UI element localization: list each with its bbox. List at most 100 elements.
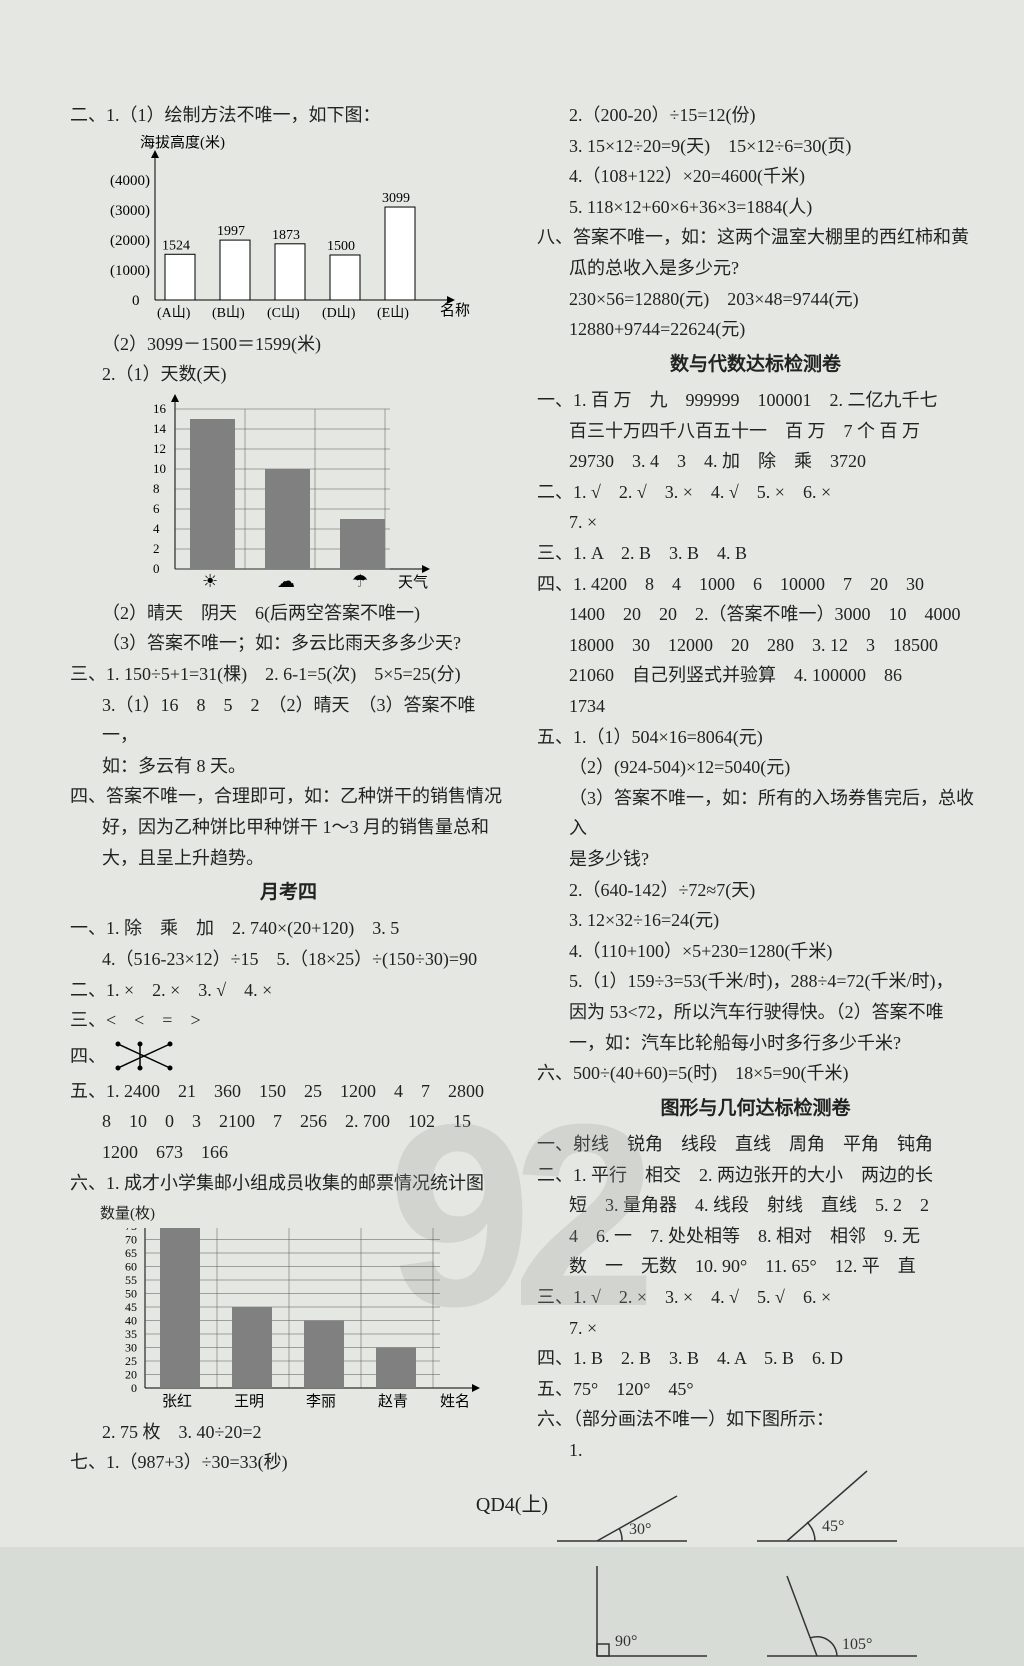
text: 3.（1）16 8 5 2 （2）晴天 （3）答案不唯一，	[70, 690, 507, 751]
svg-text:(4000): (4000)	[110, 173, 150, 189]
text: 一、1. 除 乘 加 2. 740×(20+120) 3. 5	[70, 913, 507, 944]
chart3-xlabel: 姓名	[440, 1393, 470, 1410]
text: 数 一 无数 10. 90° 11. 65° 12. 平 直	[537, 1251, 974, 1282]
svg-text:(E山): (E山)	[377, 305, 409, 321]
text: 4.（516-23×12）÷15 5.（18×25）÷(150÷30)=90	[70, 944, 507, 975]
text: 1734	[537, 691, 974, 722]
text: 五、75° 120° 45°	[537, 1374, 974, 1405]
text: 一、1. 百 万 九 999999 100001 2. 二亿九千七	[537, 385, 974, 416]
chart2-xlabel: 天气	[398, 574, 428, 591]
text: 因为 53<72，所以汽车行驶得快。（2）答案不唯	[537, 997, 974, 1028]
text: （3）答案不唯一；如：多云比雨天多多少天?	[70, 628, 507, 659]
heading-number-algebra: 数与代数达标检测卷	[537, 349, 974, 381]
text: 二、1. √ 2. √ 3. × 4. √ 5. × 6. ×	[537, 477, 974, 508]
svg-text:40: 40	[125, 1313, 137, 1327]
text: 三、1. √ 2. × 3. × 4. √ 5. √ 6. ×	[537, 1282, 974, 1313]
svg-text:0: 0	[131, 1381, 137, 1395]
text: 4.（110+100）×5+230=1280(千米)	[537, 936, 974, 967]
text: 三、1. A 2. B 3. B 4. B	[537, 538, 974, 569]
chart-stamps: 数量(枚) 2025303540455055606570750 张红王明李丽赵青…	[110, 1202, 507, 1413]
svg-text:李丽: 李丽	[306, 1393, 336, 1410]
svg-text:1524: 1524	[162, 238, 190, 253]
heading-monthly4: 月考四	[70, 877, 507, 909]
text: 大，且呈上升趋势。	[70, 843, 507, 874]
svg-text:0: 0	[132, 293, 140, 309]
text: 5.（1）159÷3=53(千米/时)，288÷4=72(千米/时)，	[537, 966, 974, 997]
svg-text:(3000): (3000)	[110, 203, 150, 219]
chart-altitude: 海拔高度(米) (4000) (3000) (2000) (1000) 0 名称 1…	[110, 135, 507, 325]
svg-text:45: 45	[125, 1300, 137, 1314]
text: 2. 75 枚 3. 40÷20=2	[70, 1417, 507, 1448]
text: 是多少钱?	[537, 844, 974, 875]
text: 1200 673 166	[70, 1137, 507, 1168]
svg-text:1873: 1873	[272, 227, 300, 242]
svg-text:25: 25	[125, 1354, 137, 1368]
svg-text:(D山): (D山)	[322, 305, 356, 321]
svg-text:2: 2	[153, 541, 160, 556]
text: 好，因为乙种饼比甲种饼干 1～3 月的销售量总和	[70, 812, 507, 843]
text: 3. 15×12÷20=9(天) 15×12÷6=30(页)	[537, 131, 974, 162]
text: 5. 118×12+60×6+36×3=1884(人)	[537, 192, 974, 223]
text: 六、（部分画法不唯一）如下图所示：	[537, 1404, 974, 1435]
chart-weather: 0246810121416 ☀☁☂ 天气	[140, 394, 507, 594]
text: 八、答案不唯一，如：这两个温室大棚里的西红柿和黄	[537, 222, 974, 253]
text: 如：多云有 8 天。	[70, 751, 507, 782]
text: 230×56=12880(元) 203×48=9744(元)	[537, 284, 974, 315]
text: 12880+9744=22624(元)	[537, 314, 974, 345]
svg-text:30: 30	[125, 1340, 137, 1354]
heading-shape-geometry: 图形与几何达标检测卷	[537, 1093, 974, 1125]
text: 一，如：汽车比轮船每小时多行多少千米?	[537, 1028, 974, 1059]
page-footer: QD4(上)	[0, 1488, 1024, 1522]
text: 7. ×	[537, 1313, 974, 1344]
svg-text:12: 12	[153, 441, 166, 456]
text: 4 6. 一 7. 处处相等 8. 相对 相邻 9. 无	[537, 1221, 974, 1252]
text: 二、1. × 2. × 3. √ 4. ×	[70, 975, 507, 1006]
svg-text:0: 0	[153, 561, 160, 576]
svg-text:赵青: 赵青	[378, 1393, 408, 1410]
svg-text:14: 14	[153, 421, 167, 436]
text: 29730 3. 4 3 4. 加 除 乘 3720	[537, 446, 974, 477]
text: 1.	[537, 1435, 974, 1466]
svg-text:60: 60	[125, 1259, 137, 1273]
svg-text:16: 16	[153, 401, 167, 416]
chart1-ylabel: 海拔高度(米)	[140, 135, 225, 151]
svg-text:☂: ☂	[352, 571, 368, 591]
svg-text:(2000): (2000)	[110, 233, 150, 249]
svg-text:8: 8	[153, 481, 160, 496]
text: 二、1. 平行 相交 2. 两边张开的大小 两边的长	[537, 1160, 974, 1191]
chart3-ylabel: 数量(枚)	[100, 1202, 507, 1228]
text: （2）(924-504)×12=5040(元)	[537, 752, 974, 783]
svg-text:75: 75	[125, 1228, 137, 1233]
svg-text:王明: 王明	[234, 1393, 264, 1410]
svg-text:20: 20	[125, 1367, 137, 1381]
text: 五、1.（1）504×16=8064(元)	[537, 722, 974, 753]
svg-text:☁: ☁	[277, 571, 295, 591]
text: 短 3. 量角器 4. 线段 射线 直线 5. 2 2	[537, 1190, 974, 1221]
svg-text:4: 4	[153, 521, 160, 536]
svg-text:90°: 90°	[615, 1633, 637, 1650]
text: （2）3099－1500＝1599(米)	[70, 329, 507, 360]
text: 8 10 0 3 2100 7 256 2. 700 102 15	[70, 1106, 507, 1137]
text: 七、1.（987+3）÷30=33(秒)	[70, 1447, 507, 1478]
svg-text:(C山): (C山)	[267, 305, 300, 321]
svg-text:(B山): (B山)	[212, 305, 245, 321]
text: 7. ×	[537, 507, 974, 538]
svg-text:50: 50	[125, 1286, 137, 1300]
svg-text:(A山): (A山)	[157, 305, 191, 321]
svg-text:3099: 3099	[382, 191, 410, 206]
text: 18000 30 12000 20 280 3. 12 3 18500	[537, 630, 974, 661]
text: 21060 自己列竖式并验算 4. 100000 86	[537, 660, 974, 691]
svg-text:6: 6	[153, 501, 160, 516]
text: 三、< < = >	[70, 1005, 507, 1036]
svg-text:35: 35	[125, 1327, 137, 1341]
text: 一、射线 锐角 线段 直线 周角 平角 钝角	[537, 1129, 974, 1160]
text: 1400 20 20 2.（答案不唯一）3000 10 4000	[537, 599, 974, 630]
text: 六、1. 成才小学集邮小组成员收集的邮票情况统计图	[70, 1168, 507, 1199]
left-column: 二、1.（1）绘制方法不唯一，如下图： 海拔高度(米) (4000) (3000)…	[70, 100, 507, 1666]
text: 四、1. 4200 8 4 1000 6 10000 7 20 30	[537, 569, 974, 600]
svg-text:张红: 张红	[162, 1393, 192, 1410]
text: 二、1.（1）绘制方法不唯一，如下图：	[70, 100, 507, 131]
chart1-xlabel: 名称	[440, 302, 470, 319]
svg-text:1500: 1500	[327, 239, 355, 254]
svg-text:(1000): (1000)	[110, 263, 150, 279]
